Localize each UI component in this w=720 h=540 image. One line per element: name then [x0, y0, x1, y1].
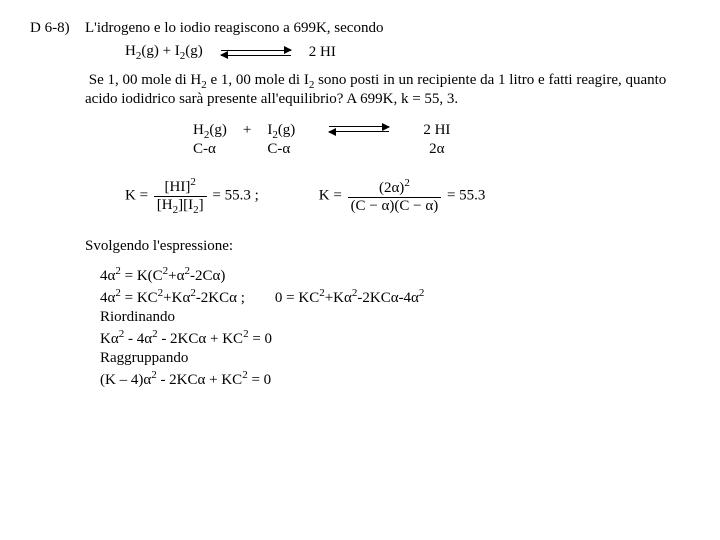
derivation-block: 4α2 = K(C2+α2-2Cα) 4α2 = KC2+Kα2-2KCα ;0…: [100, 265, 690, 389]
ice-h2: H2(g): [185, 122, 235, 141]
line-2: 4α2 = KC2+Kα2-2KCα ;0 = KC2+Kα2-2KCα-4α2: [100, 287, 690, 307]
ice-ca1: C-α: [185, 141, 235, 158]
ice-table: H2(g) + I2(g) 2 HI C-α C-α 2α: [185, 122, 690, 158]
problem-content: L'idrogeno e lo iodio reagiscono a 699K,…: [85, 20, 690, 222]
formula-2: K = (2α)2 (C − α)(C − α) = 55.3: [319, 177, 486, 215]
reaction-equation: H2(g) + I2(g) 2 HI: [125, 43, 690, 62]
ice-2a: 2α: [415, 141, 458, 158]
equilibrium-arrow-icon: [329, 124, 389, 134]
problem-label: D 6-8): [30, 20, 85, 37]
intro-text: L'idrogeno e lo iodio reagiscono a 699K,…: [85, 20, 690, 37]
line-4: Kα2 - 4α2 - 2KCα + KC2 = 0: [100, 328, 690, 348]
equilibrium-arrow-icon: [221, 48, 291, 58]
line-5: Raggruppando: [100, 350, 690, 367]
svolg-heading: Svolgendo l'espressione:: [85, 238, 690, 255]
ice-i2: I2(g): [259, 122, 303, 141]
reaction-left: H2(g) + I2(g): [125, 43, 203, 62]
line-6: (K – 4)α2 - 2KCα + KC2 = 0: [100, 369, 690, 389]
line-1: 4α2 = K(C2+α2-2Cα): [100, 265, 690, 285]
ice-hi: 2 HI: [415, 122, 458, 141]
question-text: Se 1, 00 mole di H2 e 1, 00 mole di I2 s…: [85, 72, 690, 108]
ice-plus: +: [235, 122, 259, 141]
formula-1: K = [HI]2 [H2][I2] = 55.3 ;: [125, 176, 259, 216]
line-3: Riordinando: [100, 309, 690, 326]
equilibrium-formulas: K = [HI]2 [H2][I2] = 55.3 ; K = (2α)2 (C…: [125, 176, 690, 216]
reaction-right: 2 HI: [309, 44, 336, 61]
ice-ca2: C-α: [259, 141, 303, 158]
problem-header: D 6-8) L'idrogeno e lo iodio reagiscono …: [30, 20, 690, 222]
